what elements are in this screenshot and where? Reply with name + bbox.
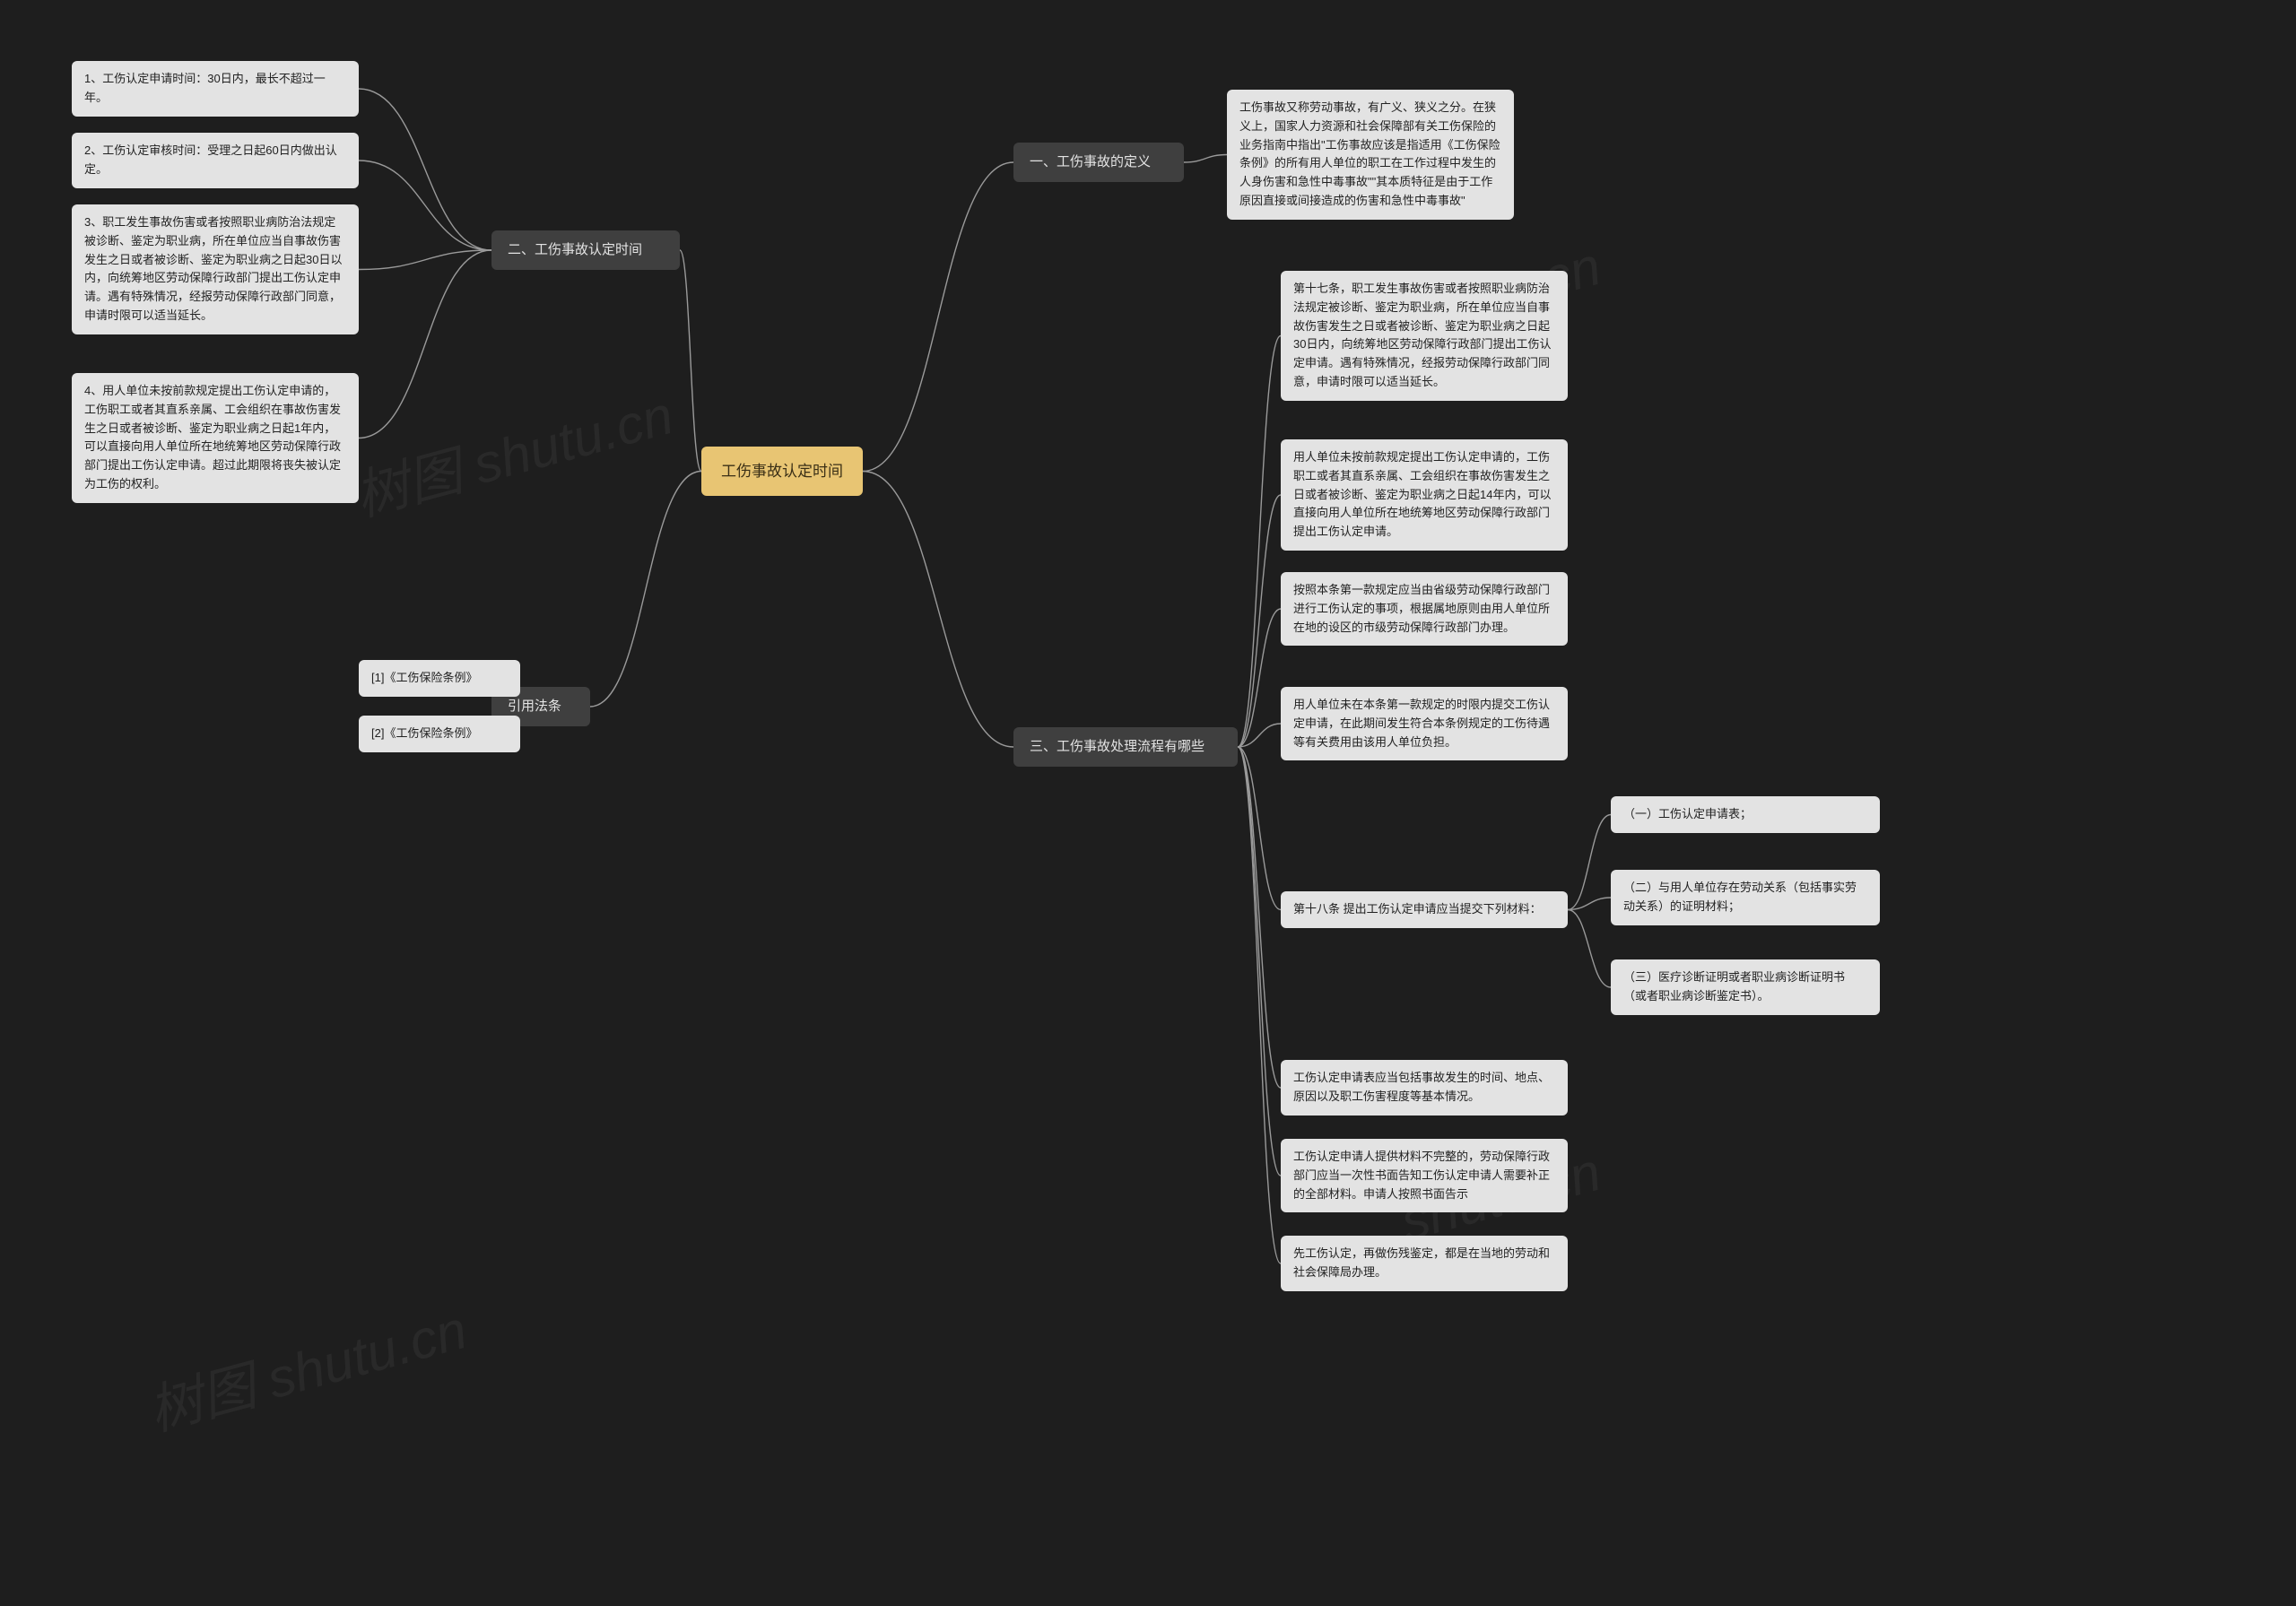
- leaf-node[interactable]: 工伤认定申请人提供材料不完整的，劳动保障行政部门应当一次性书面告知工伤认定申请人…: [1281, 1139, 1568, 1212]
- branch-time[interactable]: 二、工伤事故认定时间: [491, 230, 680, 270]
- leaf-node[interactable]: 第十八条 提出工伤认定申请应当提交下列材料：: [1281, 891, 1568, 928]
- leaf-node[interactable]: （三）医疗诊断证明或者职业病诊断证明书（或者职业病诊断鉴定书）。: [1611, 959, 1880, 1015]
- leaf-node[interactable]: 按照本条第一款规定应当由省级劳动保障行政部门进行工伤认定的事项，根据属地原则由用…: [1281, 572, 1568, 646]
- branch-definition[interactable]: 一、工伤事故的定义: [1013, 143, 1184, 182]
- leaf-node[interactable]: 4、用人单位未按前款规定提出工伤认定申请的，工伤职工或者其直系亲属、工会组织在事…: [72, 373, 359, 503]
- watermark: 树图 shutu.cn: [139, 1286, 474, 1445]
- leaf-node[interactable]: 第十七条，职工发生事故伤害或者按照职业病防治法规定被诊断、鉴定为职业病，所在单位…: [1281, 271, 1568, 401]
- leaf-node[interactable]: 1、工伤认定申请时间：30日内，最长不超过一年。: [72, 61, 359, 117]
- leaf-node[interactable]: 2、工伤认定审核时间：受理之日起60日内做出认定。: [72, 133, 359, 188]
- leaf-node[interactable]: [2]《工伤保险条例》: [359, 716, 520, 752]
- leaf-node[interactable]: 工伤认定申请表应当包括事故发生的时间、地点、原因以及职工伤害程度等基本情况。: [1281, 1060, 1568, 1116]
- root-node[interactable]: 工伤事故认定时间: [701, 447, 863, 496]
- leaf-node[interactable]: 工伤事故又称劳动事故，有广义、狭义之分。在狭义上，国家人力资源和社会保障部有关工…: [1227, 90, 1514, 220]
- leaf-node[interactable]: 用人单位未按前款规定提出工伤认定申请的，工伤职工或者其直系亲属、工会组织在事故伤…: [1281, 439, 1568, 551]
- leaf-node[interactable]: （二）与用人单位存在劳动关系（包括事实劳动关系）的证明材料；: [1611, 870, 1880, 925]
- leaf-node[interactable]: [1]《工伤保险条例》: [359, 660, 520, 697]
- leaf-node[interactable]: 用人单位未在本条第一款规定的时限内提交工伤认定申请，在此期间发生符合本条例规定的…: [1281, 687, 1568, 760]
- watermark: 树图 shutu.cn: [345, 371, 681, 531]
- leaf-node[interactable]: 3、职工发生事故伤害或者按照职业病防治法规定被诊断、鉴定为职业病，所在单位应当自…: [72, 204, 359, 334]
- leaf-node[interactable]: 先工伤认定，再做伤残鉴定，都是在当地的劳动和社会保障局办理。: [1281, 1236, 1568, 1291]
- leaf-node[interactable]: （一）工伤认定申请表；: [1611, 796, 1880, 833]
- branch-process[interactable]: 三、工伤事故处理流程有哪些: [1013, 727, 1238, 767]
